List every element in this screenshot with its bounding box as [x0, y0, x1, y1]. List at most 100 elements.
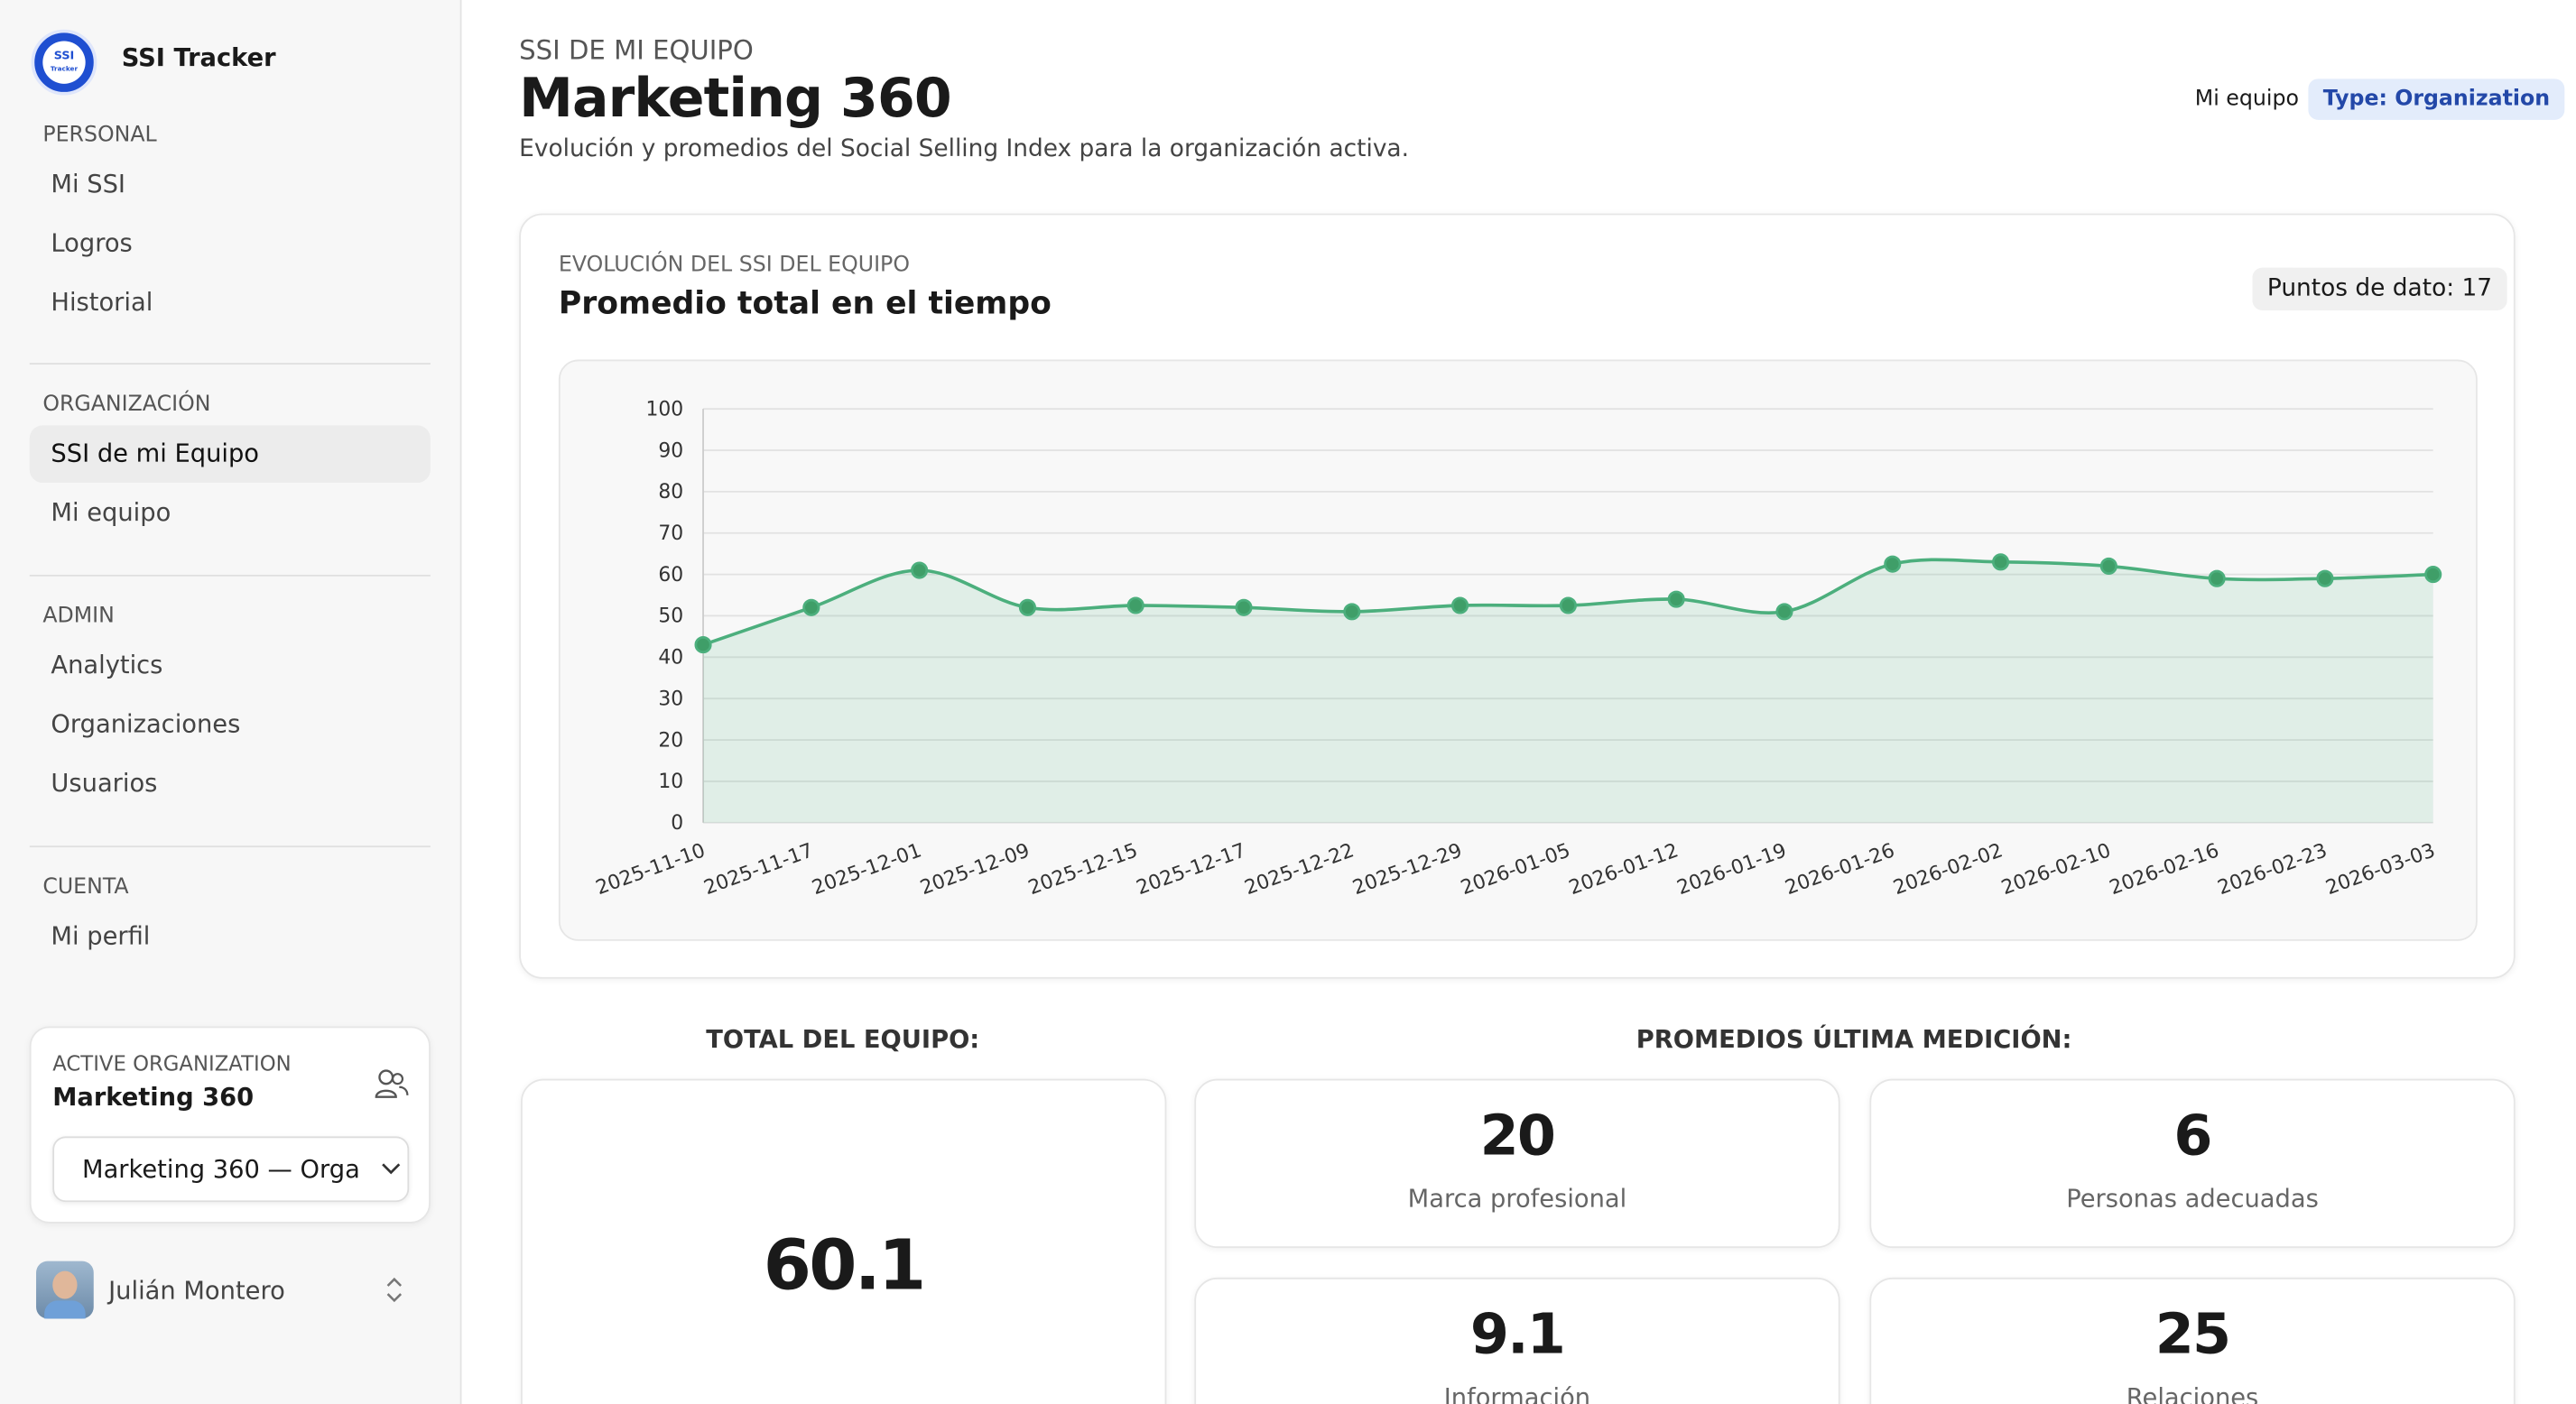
x-tick-label: 2025-11-17: [701, 839, 817, 900]
point: [1559, 596, 1577, 614]
point: [2099, 557, 2117, 575]
eyebrow: SSI DE MI EQUIPO: [519, 34, 754, 66]
point: [1775, 603, 1793, 621]
y-tick-label: 30: [658, 688, 683, 710]
org-name: Marketing 360: [52, 1082, 255, 1113]
org-card: ACTIVE ORGANIZATION Marketing 360 Market…: [29, 1026, 431, 1224]
area: [703, 559, 2433, 823]
point: [1884, 555, 1902, 573]
logo-text: SSI: [53, 49, 75, 63]
point: [2424, 566, 2442, 584]
chart-title: Promedio total en el tiempo: [558, 285, 1052, 322]
org-select[interactable]: Marketing 360 — Organization: [52, 1136, 410, 1203]
user-name[interactable]: Julián Montero: [108, 1276, 285, 1306]
divider: [29, 363, 431, 365]
x-tick-label: 2026-02-02: [1890, 839, 2006, 900]
x-tick-label: 2026-01-05: [1458, 839, 1573, 900]
x-tick-label: 2026-03-03: [2323, 839, 2439, 900]
team-icon: [375, 1069, 409, 1098]
metric-value: 6: [2173, 1103, 2212, 1169]
y-tick-label: 90: [658, 439, 683, 462]
point: [1235, 598, 1253, 616]
nav-section: PERSONAL Mi SSI Logros Historial: [30, 118, 431, 332]
sidebar: SSI Tracker SSI Tracker PERSONAL Mi SSI Lo…: [0, 0, 462, 1404]
nav-item[interactable]: Organizaciones: [51, 709, 241, 739]
total-value: 60.1: [763, 1224, 926, 1306]
y-tick-label: 60: [658, 564, 683, 587]
metric-label: Relaciones: [2126, 1382, 2259, 1404]
metric-label: Marca profesional: [1407, 1184, 1627, 1214]
divider: [29, 845, 431, 848]
total-card: 60.1: [521, 1078, 1167, 1404]
point: [2208, 569, 2226, 587]
subtitle: Evolución y promedios del Social Selling…: [519, 136, 1410, 163]
section-title: ADMIN: [42, 604, 115, 630]
org-label: ACTIVE ORGANIZATION: [52, 1050, 292, 1076]
x-tick-label: 2025-12-01: [810, 839, 925, 900]
chart-eyebrow: EVOLUCIÓN DEL SSI DEL EQUIPO: [558, 253, 910, 278]
metric-value: 25: [2154, 1302, 2231, 1368]
point: [1018, 598, 1036, 616]
nav-section: CUENTA Mi perfil: [30, 871, 431, 966]
brand: SSI Tracker: [121, 42, 276, 73]
metric-card: 25 Relaciones: [1869, 1277, 2516, 1404]
y-tick-label: 20: [658, 729, 683, 752]
chart-frame: 0 10 20 30 40 50 60 70 80 90 100 2025-11-10 2025-11-…: [558, 359, 2478, 941]
point: [2316, 569, 2334, 587]
metric-label: Información: [1443, 1382, 1591, 1404]
nav-item[interactable]: Usuarios: [51, 768, 158, 799]
y-tick-label: 100: [646, 398, 684, 420]
page-title: Marketing 360: [519, 65, 951, 130]
nav-item[interactable]: Logros: [51, 227, 133, 258]
metric-card: 6 Personas adecuadas: [1869, 1078, 2516, 1249]
x-tick-label: 2026-01-19: [1674, 839, 1790, 900]
averages-label: PROMEDIOS ÚLTIMA MEDICIÓN:: [1635, 1024, 2072, 1055]
chevron: [382, 1163, 401, 1175]
x-tick-label: 2026-01-26: [1783, 839, 1898, 900]
y-tick-label: 70: [658, 522, 683, 545]
point: [1126, 596, 1144, 614]
team-link[interactable]: Mi equipo: [2194, 87, 2299, 112]
nav-item[interactable]: Mi perfil: [51, 920, 151, 951]
metric-label: Personas adecuadas: [2066, 1184, 2319, 1214]
nav-item[interactable]: Historial: [51, 287, 153, 318]
nav-item[interactable]: SSI de mi Equipo: [29, 425, 431, 484]
section-title: PERSONAL: [42, 123, 157, 148]
nav-item[interactable]: Mi equipo: [51, 497, 171, 528]
y-tick-label: 80: [658, 481, 683, 503]
updown[interactable]: [385, 1276, 404, 1304]
select-text: Marketing 360 — Organization: [82, 1154, 358, 1185]
metric-card: 9.1 Información: [1194, 1277, 1840, 1404]
x-tick-label: 2026-02-16: [2107, 839, 2222, 900]
nav-item[interactable]: Mi SSI: [51, 169, 125, 199]
nav-section: ADMIN Analytics Organizaciones Usuarios: [30, 599, 431, 813]
line-chart: 0 10 20 30 40 50 60 70 80 90 100 2025-11-102025-11-…: [593, 398, 2442, 900]
metric-value: 20: [1479, 1103, 1556, 1169]
y-tick-label: 40: [658, 647, 683, 670]
x-tick-label: 2026-01-12: [1566, 839, 1682, 900]
point: [911, 561, 929, 579]
point: [1343, 603, 1361, 621]
logo-text: Tracker: [50, 63, 79, 73]
point: [1991, 553, 2010, 571]
nav-item[interactable]: Analytics: [51, 650, 163, 680]
x-tick-label: 2025-12-17: [1134, 839, 1249, 900]
x-tick-label: 2026-02-10: [1998, 839, 2114, 900]
point: [1667, 590, 1685, 608]
section-title: CUENTA: [42, 875, 129, 901]
total-label: TOTAL DEL EQUIPO:: [706, 1024, 980, 1055]
x-tick-label: 2025-12-22: [1242, 839, 1357, 900]
y-tick-label: 50: [658, 605, 683, 628]
points-badge: Puntos de dato: 17: [2252, 267, 2507, 310]
logo[interactable]: SSI Tracker: [31, 29, 97, 96]
divider: [29, 574, 431, 577]
y-tick-label: 0: [671, 812, 683, 835]
nav-section: ORGANIZACIÓN SSI de mi Equipo Mi equipo: [29, 387, 431, 541]
avatar[interactable]: [36, 1261, 94, 1319]
type-badge: Type: Organization: [2308, 79, 2565, 120]
section-title: ORGANIZACIÓN: [42, 392, 211, 418]
x-tick-label: 2025-11-10: [593, 839, 709, 900]
point: [1451, 596, 1469, 614]
